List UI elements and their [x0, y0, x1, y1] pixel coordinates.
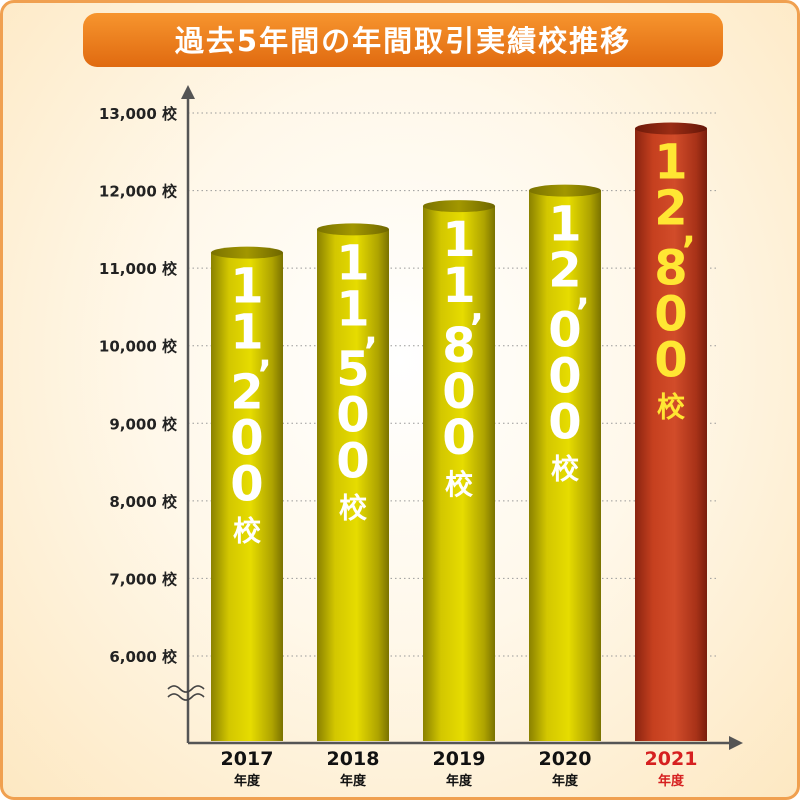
bar-value-glyph: ,	[470, 288, 484, 329]
bar-value-glyph: ,	[576, 273, 590, 314]
bar-value-glyph: 2	[230, 365, 263, 421]
chart-title-text: 過去5年間の年間取引実績校推移	[175, 24, 631, 58]
bar-cap	[317, 223, 389, 236]
bar-value-glyph: 校	[233, 515, 262, 548]
x-tick-unit: 年度	[234, 773, 261, 789]
bar-cap	[423, 200, 495, 213]
bars	[211, 122, 707, 742]
y-tick-label: 8,000 校	[109, 493, 178, 511]
bar-value-glyph: 1	[654, 135, 687, 191]
axes	[167, 85, 743, 750]
bar-value-glyph: 校	[657, 391, 686, 424]
x-tick-unit: 年度	[552, 773, 579, 789]
bar-value-glyph: 0	[654, 287, 687, 343]
y-tick-labels: 6,000 校 7,000 校 8,000 校 9,000 校 10,000 校 11,0…	[99, 105, 178, 666]
bar-value-label: 1 2, 8 0 0 校	[654, 135, 696, 424]
axis-break-mark	[167, 693, 205, 701]
y-tick-label: 7,000 校	[109, 570, 178, 588]
bar-value-glyph: ,	[682, 211, 696, 252]
axis-break-mark	[167, 685, 205, 693]
bar-value-glyph: 0	[230, 411, 263, 467]
bar-value-glyph: 8	[442, 318, 475, 374]
x-tick-label: 2019	[433, 748, 486, 770]
bar-value-glyph: 校	[445, 468, 474, 501]
bar-value-label: 1 2, 0 0 0 校	[548, 197, 590, 486]
y-tick-label: 10,000 校	[99, 338, 178, 356]
y-tick-label: 12,000 校	[99, 183, 178, 201]
bar-value-label: 1 1, 5 0 0 校	[336, 235, 378, 524]
bar-value-glyph: 校	[339, 491, 368, 524]
bar-value-glyph: 1	[548, 197, 581, 253]
bar-cap	[211, 246, 283, 259]
x-tick-unit: 年度	[446, 773, 473, 789]
bar-value-glyph: 0	[442, 410, 475, 466]
bar-value-glyph: 8	[654, 241, 687, 297]
bar-value-glyph: 1	[336, 281, 369, 337]
x-tick-labels: 2017 年度 2018 年度 2019 年度 2020 年度 2021 年度	[221, 748, 698, 789]
bar-value-label: 1 1, 8 0 0 校	[442, 212, 484, 501]
bar-value-glyph: 校	[551, 453, 580, 486]
x-tick-label: 2018	[327, 748, 380, 770]
bar-value-glyph: ,	[364, 311, 378, 352]
y-tick-label: 11,000 校	[99, 260, 178, 278]
bar-value-glyph: 0	[548, 303, 581, 359]
bar-value-glyph: 0	[442, 364, 475, 420]
title-banner	[83, 13, 723, 67]
bar-value-glyph: 0	[548, 395, 581, 451]
bar-value-glyph: 2	[654, 181, 687, 237]
x-tick-label: 2021	[645, 748, 698, 770]
bar-value-glyph: ,	[258, 335, 272, 376]
bar-value-glyph: 1	[336, 235, 369, 291]
bar-value-glyph: 1	[230, 305, 263, 361]
value-labels: 1 1, 2 0 0 校1 1, 5 0 0 校1 1, 8 0 0 校1 2, 0 0 0 校1 2, 8 0 0 校	[230, 135, 696, 548]
y-tick-label: 6,000 校	[109, 648, 178, 666]
bar-value-glyph: 0	[654, 333, 687, 389]
x-tick-label: 2020	[539, 748, 592, 770]
bar-cap	[635, 122, 707, 135]
y-axis-arrow	[181, 85, 195, 99]
bar-value-label: 1 1, 2 0 0 校	[230, 259, 272, 548]
chart-title: 過去5年間の年間取引実績校推移	[83, 13, 723, 67]
y-tick-label: 13,000 校	[99, 105, 178, 123]
bar	[635, 128, 707, 741]
x-axis-arrow	[729, 736, 743, 750]
bar-value-glyph: 0	[548, 349, 581, 405]
bar-value-glyph: 1	[230, 259, 263, 315]
bar	[529, 190, 601, 742]
x-tick-unit: 年度	[340, 773, 367, 789]
y-tick-label: 9,000 校	[109, 415, 178, 433]
bar-value-glyph: 0	[336, 433, 369, 489]
bar	[211, 252, 283, 741]
x-tick-unit: 年度	[658, 773, 685, 789]
bar-cap	[529, 184, 601, 197]
bar-value-glyph: 5	[336, 341, 369, 397]
bar-value-glyph: 2	[548, 243, 581, 299]
bar	[423, 206, 495, 742]
bar-value-glyph: 1	[442, 212, 475, 268]
bar-value-glyph: 0	[230, 457, 263, 513]
bar-value-glyph: 0	[336, 387, 369, 443]
bar	[317, 229, 389, 741]
bar-value-glyph: 1	[442, 258, 475, 314]
bar-chart: 過去5年間の年間取引実績校推移 6,000 校7,000 校8,000 校9,0…	[83, 13, 743, 789]
x-tick-label: 2017	[221, 748, 274, 770]
